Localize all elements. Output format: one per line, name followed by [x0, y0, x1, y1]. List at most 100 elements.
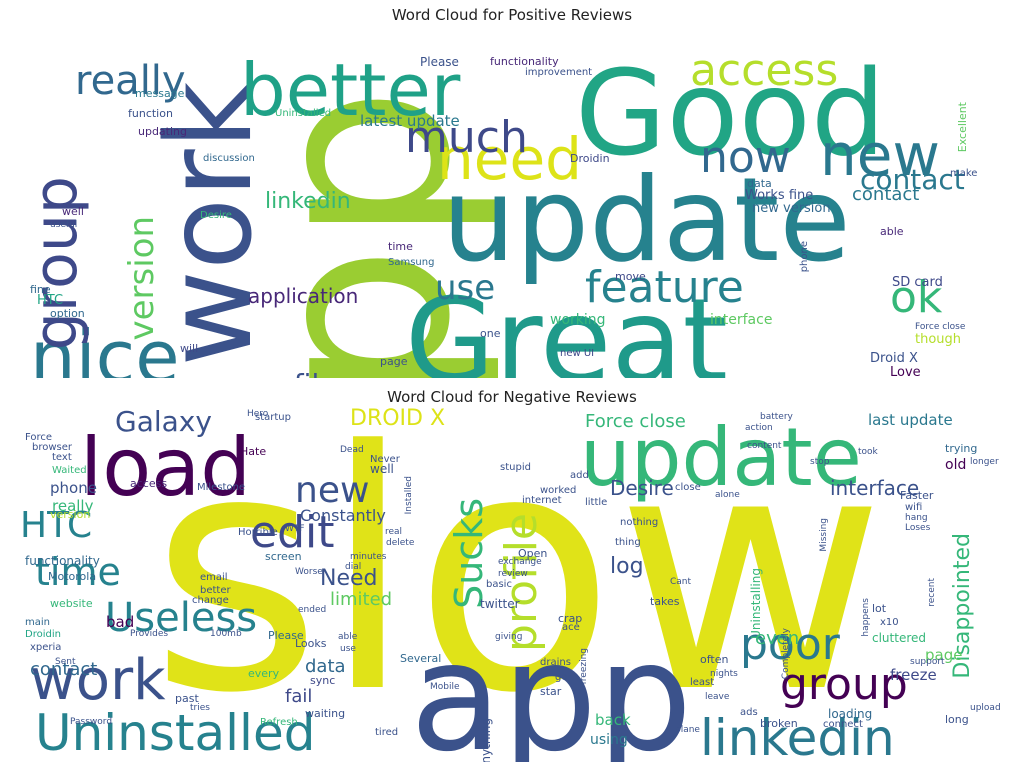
negative-word: main	[25, 617, 50, 628]
positive-word: new UI	[560, 348, 595, 359]
positive-word: Samsung	[388, 257, 435, 268]
positive-word: Desire	[200, 210, 232, 221]
negative-word: internet	[522, 495, 562, 506]
positive-word: linkedin	[265, 189, 351, 214]
negative-word: often	[700, 653, 729, 666]
positive-word: fine	[30, 283, 51, 296]
negative-word: drains	[540, 657, 571, 668]
negative-word: linkedin	[700, 709, 895, 762]
negative-word: worked	[540, 485, 577, 496]
negative-word: Useless	[105, 595, 258, 641]
negative-word: Motorola	[48, 570, 97, 583]
positive-word: group	[21, 176, 91, 351]
negative-word: Never	[370, 454, 400, 465]
negative-word: battery	[760, 412, 793, 422]
negative-word: new	[295, 470, 370, 511]
negative-word: phone	[50, 479, 97, 497]
positive-word: SD card	[892, 275, 943, 290]
negative-word: stop	[810, 457, 830, 467]
positive-word: Uninstalled	[275, 108, 332, 119]
negative-word: longer	[970, 457, 999, 467]
positive-word: message	[135, 87, 185, 100]
negative-word: startup	[255, 412, 291, 423]
positive-word: discussion	[203, 153, 255, 164]
negative-word: ended	[298, 605, 327, 615]
negative-word: crap	[558, 612, 583, 625]
positive-word-cloud: app work Good update Great better nice need new a…	[10, 26, 1014, 378]
positive-word: improvement	[525, 67, 593, 78]
negative-word: load	[80, 421, 251, 514]
negative-word: text	[52, 452, 72, 463]
positive-word: now	[700, 132, 791, 183]
negative-word: close	[675, 482, 701, 493]
negative-word: review	[498, 569, 528, 579]
negative-word: able	[338, 632, 358, 642]
negative-word: loading	[828, 707, 873, 721]
negative-word: giving	[495, 632, 523, 642]
negative-word: freezing	[579, 648, 589, 685]
negative-word: tries	[190, 703, 210, 713]
positive-word: contact	[852, 184, 920, 205]
negative-word: little	[585, 497, 608, 508]
negative-word: ads	[740, 707, 758, 718]
positive-word: able	[880, 225, 904, 238]
negative-word: Several	[400, 652, 442, 665]
negative-word: lot	[872, 602, 887, 615]
negative-word: Force close	[585, 411, 686, 432]
positive-word: profile	[248, 371, 336, 379]
negative-word: Mobile	[430, 682, 460, 692]
negative-word: Droidin	[25, 629, 61, 640]
positive-word: Droidin	[570, 152, 610, 165]
positive-word: new version	[752, 201, 831, 216]
positive-word: option	[50, 307, 85, 320]
positive-word: nice	[30, 315, 180, 378]
negative-word: recent	[927, 578, 937, 607]
positive-word: Excellent	[956, 102, 969, 153]
negative-word: Loses	[905, 523, 931, 533]
negative-word: Sucks	[447, 498, 491, 609]
negative-word: Sent	[55, 657, 76, 667]
negative-word: version	[50, 508, 91, 521]
positive-word: version	[122, 216, 162, 341]
positive-word: will	[180, 342, 199, 355]
negative-word: better	[200, 585, 231, 596]
positive-word: Droid X	[870, 351, 918, 366]
negative-word: Desire	[610, 476, 674, 500]
negative-word: twitter	[480, 597, 520, 611]
negative-word: group	[780, 659, 908, 710]
negative-word: freeze	[890, 666, 937, 684]
positive-word: make	[950, 168, 978, 179]
negative-word: stupid	[500, 462, 531, 473]
positive-word: Please	[420, 55, 459, 69]
positive-word: Force close	[915, 322, 966, 332]
negative-word: Uninstalled	[35, 704, 316, 762]
negative-word: xperia	[30, 642, 62, 653]
negative-word: exchange	[498, 557, 542, 567]
negative-word: sync	[310, 674, 336, 687]
positive-word: ok	[890, 272, 943, 323]
negative-word: log	[610, 554, 644, 579]
positive-word: move	[615, 270, 646, 283]
positive-word: latest update	[360, 112, 460, 130]
positive-word: though	[915, 332, 962, 347]
negative-word: access	[130, 477, 168, 490]
positive-word: working	[550, 312, 606, 328]
positive-word: feature	[585, 262, 744, 313]
positive-word: new	[820, 121, 940, 189]
negative-word: Open	[518, 547, 548, 560]
negative-word: Hate	[240, 445, 267, 458]
negative-word: Hero	[247, 409, 269, 419]
negative-word: website	[50, 597, 93, 610]
negative-word: past	[175, 692, 199, 705]
negative-word: broken	[760, 717, 798, 730]
negative-word: bad	[106, 613, 135, 631]
negative-word: hang	[905, 513, 928, 523]
negative-word: nothing	[620, 517, 659, 528]
positive-word: Works fine	[745, 188, 814, 203]
positive-cloud-title: Word Cloud for Positive Reviews	[391, 6, 633, 24]
negative-word: Provides	[130, 629, 169, 639]
negative-word: trying	[945, 442, 978, 455]
positive-word: better	[240, 48, 461, 132]
negative-word: functionality	[25, 554, 100, 568]
negative-word-cloud: slow app update load Uninstalled linkedin work…	[10, 408, 1014, 762]
